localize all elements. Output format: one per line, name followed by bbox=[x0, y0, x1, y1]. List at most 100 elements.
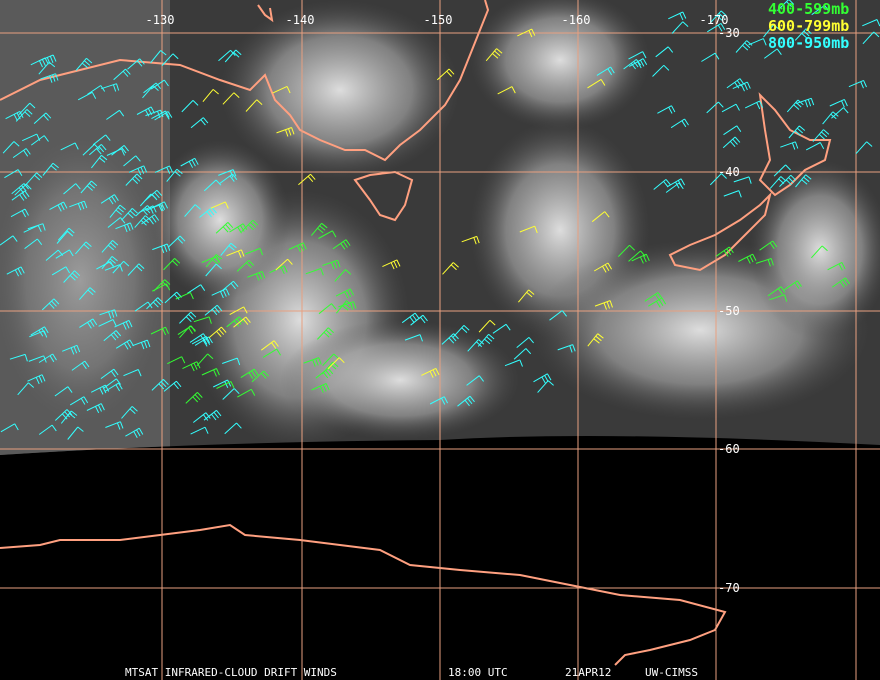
wind-barb bbox=[106, 109, 125, 120]
wind-barb bbox=[795, 174, 812, 188]
wind-barb bbox=[205, 254, 223, 268]
wind-barb bbox=[533, 373, 552, 384]
wind-barb bbox=[203, 409, 222, 421]
wind-barb bbox=[152, 243, 171, 254]
wind-barb bbox=[149, 201, 169, 212]
wind-barb bbox=[21, 133, 41, 142]
wind-barb bbox=[862, 31, 880, 45]
wind-barb bbox=[519, 225, 538, 234]
wind-barb bbox=[796, 97, 815, 108]
wind-barb bbox=[154, 111, 173, 121]
wind-barb bbox=[136, 106, 155, 117]
latitude-label: -50 bbox=[718, 304, 740, 318]
wind-barb bbox=[794, 28, 812, 41]
wind-barb bbox=[335, 288, 354, 299]
wind-barb bbox=[15, 109, 33, 122]
wind-barb bbox=[125, 427, 144, 438]
wind-barb bbox=[322, 259, 341, 270]
wind-barb bbox=[715, 246, 734, 257]
wind-barb bbox=[327, 357, 345, 370]
wind-barb bbox=[222, 357, 241, 366]
wind-barb bbox=[18, 102, 36, 116]
legend-label: 600-799mb bbox=[768, 17, 849, 35]
wind-barb bbox=[101, 256, 118, 270]
wind-barb bbox=[670, 118, 689, 129]
wind-barb bbox=[79, 287, 96, 300]
coastlines bbox=[0, 0, 832, 666]
wind-barb bbox=[104, 264, 123, 272]
wind-barb bbox=[166, 168, 183, 182]
wind-barb bbox=[777, 0, 795, 11]
wind-barb bbox=[184, 204, 201, 217]
wind-barb bbox=[142, 85, 159, 99]
wind-barb bbox=[784, 280, 802, 291]
wind-barb bbox=[224, 49, 242, 63]
wind-barb bbox=[485, 48, 503, 62]
footer-text: 18:00 UTC bbox=[448, 666, 508, 679]
wind-barb bbox=[175, 291, 194, 300]
wind-barb bbox=[303, 357, 322, 367]
wind-barb bbox=[477, 333, 495, 347]
wind-barb bbox=[4, 169, 23, 179]
wind-barb bbox=[780, 141, 799, 150]
wind-barb bbox=[62, 344, 81, 355]
wind-barb bbox=[773, 164, 791, 177]
wind-barb bbox=[103, 378, 122, 389]
wind-barb bbox=[161, 53, 179, 66]
wind-barb bbox=[261, 340, 279, 351]
wind-barb bbox=[49, 201, 68, 212]
wind-barb bbox=[23, 224, 42, 233]
wind-barb bbox=[272, 85, 291, 94]
wind-barb bbox=[202, 89, 219, 103]
wind-barb bbox=[99, 309, 118, 319]
wind-barb bbox=[421, 367, 440, 378]
latitude-label: -40 bbox=[718, 165, 740, 179]
wind-barb bbox=[167, 356, 186, 365]
latitude-label: -30 bbox=[718, 26, 740, 40]
longitude-label: -160 bbox=[562, 13, 591, 27]
wind-barb bbox=[123, 155, 141, 167]
wind-barb bbox=[629, 58, 648, 69]
wind-barb bbox=[311, 222, 328, 236]
wind-barb bbox=[115, 222, 134, 233]
wind-barb bbox=[31, 135, 49, 146]
wind-barb bbox=[855, 141, 873, 155]
footer-text: MTSAT INFRARED-CLOUD DRIFT WINDS bbox=[125, 666, 337, 679]
wind-barb bbox=[478, 319, 496, 333]
wind-barb bbox=[5, 110, 24, 121]
wind-barb bbox=[30, 326, 49, 337]
wind-barb bbox=[114, 319, 133, 330]
wind-barb bbox=[179, 325, 196, 339]
wind-barb bbox=[848, 79, 867, 89]
wind-barb bbox=[210, 201, 229, 209]
wind-barb bbox=[710, 10, 727, 24]
wind-barb bbox=[518, 289, 535, 303]
wind-barb bbox=[190, 117, 209, 129]
wind-barb bbox=[655, 46, 674, 58]
wind-barb bbox=[318, 230, 337, 239]
wind-barb bbox=[827, 261, 846, 271]
wind-barb bbox=[822, 111, 839, 125]
wind-barb bbox=[88, 144, 107, 156]
wind-barb bbox=[54, 386, 73, 397]
wind-barb bbox=[315, 367, 334, 379]
wind-barb bbox=[63, 270, 81, 283]
wind-barb bbox=[764, 48, 782, 59]
wind-barb bbox=[832, 277, 851, 288]
wind-barb bbox=[305, 268, 324, 276]
wind-barb bbox=[311, 383, 330, 393]
wind-barb bbox=[461, 235, 480, 245]
wind-barb bbox=[9, 353, 28, 362]
wind-barb bbox=[106, 148, 125, 156]
wind-barb bbox=[38, 353, 57, 363]
wind-barb bbox=[75, 241, 92, 255]
wind-barb bbox=[237, 388, 256, 398]
wind-barb bbox=[75, 57, 93, 71]
wind-barb bbox=[190, 426, 209, 435]
wind-barb bbox=[150, 326, 169, 336]
wind-barb bbox=[631, 253, 650, 264]
wind-barb bbox=[222, 92, 240, 105]
wind-barb bbox=[441, 333, 459, 345]
wind-barb bbox=[146, 297, 164, 310]
wind-barb bbox=[811, 245, 828, 259]
